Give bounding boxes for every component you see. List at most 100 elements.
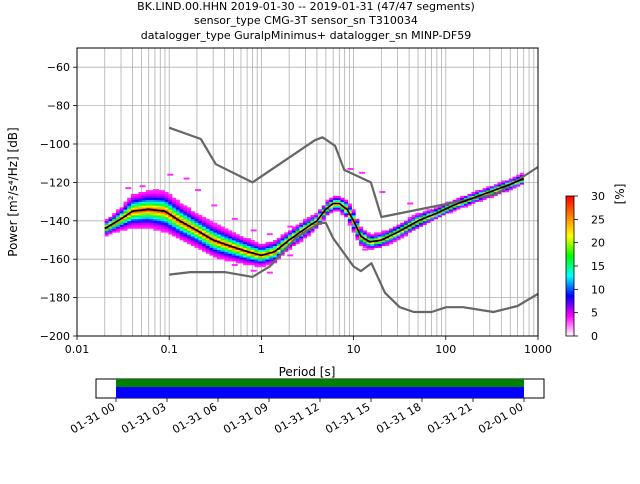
density-cell: [411, 228, 416, 231]
density-cell: [269, 249, 274, 252]
density-cell: [400, 230, 405, 233]
density-cell: [336, 205, 341, 208]
density-cell: [202, 228, 207, 231]
density-cell: [254, 247, 259, 250]
density-cell: [138, 220, 143, 224]
density-cell: [202, 224, 207, 227]
density-cell: [160, 226, 165, 229]
density-cell: [160, 220, 165, 224]
density-cell: [239, 253, 244, 256]
density-cell: [119, 207, 124, 210]
density-cell: [157, 215, 162, 218]
timeline-tick-label: 02-01 00: [476, 400, 525, 436]
density-cell: [134, 207, 139, 210]
density-cell: [138, 203, 143, 206]
density-cell: [299, 238, 304, 241]
density-cell: [355, 218, 360, 222]
density-cell: [183, 207, 188, 210]
density-cell: [404, 232, 409, 235]
psd-plot: 0.01 0.1 1 10 100 1000 −60 −80 −100 −120 −140 −160…: [6, 47, 552, 379]
density-cell: [187, 232, 192, 235]
timeline-tick-label: 01-31 15: [323, 400, 372, 436]
density-cell: [306, 234, 311, 237]
density-cell: [344, 209, 349, 212]
density-cell: [452, 205, 457, 208]
density-cell: [370, 245, 375, 248]
density-cell: [332, 203, 337, 206]
density-cell: [329, 207, 334, 210]
density-cell: [239, 261, 244, 264]
density-cell: [194, 230, 199, 233]
density-cell: [153, 195, 158, 199]
density-cell: [235, 259, 240, 262]
density-cell: [250, 259, 255, 262]
density-cell: [179, 203, 184, 206]
density-cell: [273, 255, 278, 258]
density-cell: [430, 218, 435, 222]
density-cell: [258, 255, 263, 258]
density-cell: [325, 211, 330, 214]
density-cell: [243, 243, 248, 247]
density-cell: [153, 215, 158, 218]
density-cell: [505, 188, 510, 191]
density-cell: [142, 216, 147, 220]
density-cell: [179, 213, 184, 216]
density-cell: [306, 222, 311, 225]
density-cell: [142, 213, 147, 216]
density-cell: [202, 236, 207, 239]
density-cell: [108, 226, 113, 229]
density-cell: [123, 207, 128, 210]
density-cell: [175, 232, 180, 235]
density-cell: [202, 245, 207, 248]
colorbar-tick-label: 30: [591, 190, 605, 203]
colorbar-tick-label: 20: [591, 237, 605, 250]
density-cell: [142, 192, 147, 195]
density-cell: [209, 249, 214, 252]
density-cell: [235, 261, 240, 264]
density-cell: [205, 226, 210, 229]
density-cell: [486, 190, 491, 193]
reference-lines: [104, 126, 539, 314]
density-cell: [385, 234, 390, 237]
density-cell: [187, 216, 192, 220]
density-cell: [127, 220, 132, 224]
density-cell: [202, 218, 207, 222]
density-cell: [299, 222, 304, 225]
density-cell: [475, 192, 480, 195]
density-cell: [460, 203, 465, 206]
density-cell: [407, 228, 412, 231]
density-cell: [351, 215, 356, 218]
density-cell: [175, 224, 180, 227]
density-cell: [190, 243, 195, 247]
density-cell: [385, 241, 390, 245]
density-cell: [145, 224, 150, 227]
density-cell: [183, 226, 188, 229]
density-cell: [224, 238, 229, 241]
density-cell: [243, 241, 248, 245]
density-cell: [295, 241, 300, 245]
density-cell: [112, 216, 117, 220]
density-cell: [355, 224, 360, 227]
density-cell: [276, 249, 281, 252]
density-cell: [209, 222, 214, 225]
density-cell: [134, 213, 139, 216]
density-cell: [198, 228, 203, 231]
density-cell: [351, 216, 356, 220]
density-cell: [261, 245, 266, 248]
density-cell: [142, 203, 147, 206]
density-cell: [314, 218, 319, 222]
density-cell: [280, 249, 285, 252]
density-cell: [198, 236, 203, 239]
density-cell: [157, 203, 162, 206]
density-cell: [213, 241, 218, 245]
density-cell: [127, 215, 132, 218]
density-cell: [145, 216, 150, 220]
density-cell: [400, 234, 405, 237]
density-cell: [306, 220, 311, 224]
density-cell: [130, 203, 135, 206]
density-cell: [463, 201, 468, 204]
density-cell: [179, 209, 184, 212]
density-cell: [231, 255, 236, 258]
density-cell: [127, 216, 132, 220]
density-cell: [231, 241, 236, 245]
